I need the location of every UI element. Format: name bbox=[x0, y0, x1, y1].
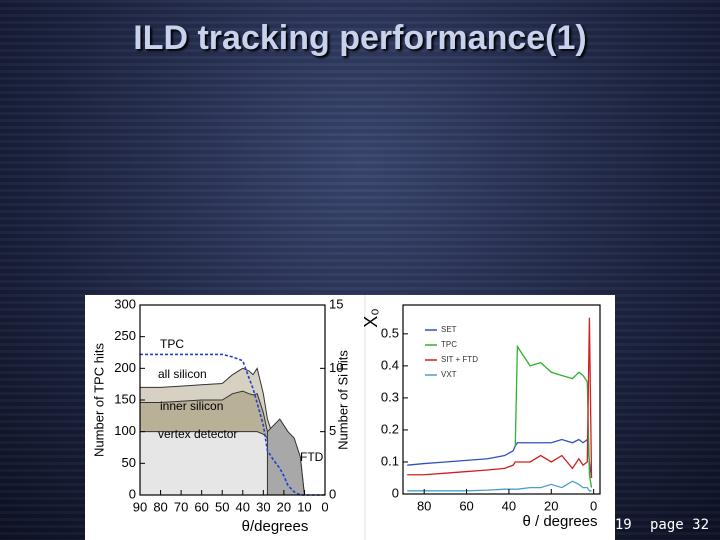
y-axis-label: Number of TPC hits bbox=[91, 343, 106, 457]
y-tick-label: 150 bbox=[114, 391, 136, 406]
series-line bbox=[407, 317, 593, 478]
series-line bbox=[407, 438, 593, 479]
y-axis-label: X₀ bbox=[361, 308, 381, 327]
x-tick-label: 0 bbox=[321, 499, 328, 514]
x-tick-label: 40 bbox=[502, 498, 516, 513]
x-axis-label: θ/degrees bbox=[242, 518, 309, 535]
legend-label: VXT bbox=[441, 370, 457, 379]
x-tick-label: 20 bbox=[277, 499, 291, 514]
y-tick-label: 0.5 bbox=[381, 325, 399, 340]
y-tick-label: 250 bbox=[114, 328, 136, 343]
x-tick-label: 80 bbox=[153, 499, 167, 514]
series-label: inner silicon bbox=[160, 399, 223, 413]
series-line bbox=[140, 353, 325, 496]
legend-label: SET bbox=[441, 325, 457, 334]
y2-tick-label: 15 bbox=[329, 296, 343, 311]
y-tick-label: 0.3 bbox=[381, 389, 399, 404]
series-label: TPC bbox=[160, 337, 184, 351]
x-tick-label: 40 bbox=[236, 499, 250, 514]
x-axis-label: θ / degrees bbox=[522, 513, 597, 530]
legend-label: SIT + FTD bbox=[441, 355, 478, 364]
x-tick-label: 60 bbox=[194, 499, 208, 514]
y-tick-label: 300 bbox=[114, 296, 136, 311]
x-tick-label: 20 bbox=[544, 498, 558, 513]
y-tick-label: 100 bbox=[114, 423, 136, 438]
y-tick-label: 0 bbox=[129, 486, 136, 501]
y2-tick-label: 5 bbox=[329, 423, 336, 438]
x-tick-label: 70 bbox=[174, 499, 188, 514]
x-tick-label: 30 bbox=[256, 499, 270, 514]
y-tick-label: 0 bbox=[392, 485, 399, 500]
y-tick-label: 50 bbox=[122, 455, 136, 470]
series-label: all silicon bbox=[158, 367, 207, 381]
x-tick-label: 50 bbox=[215, 499, 229, 514]
slide-title: ILD tracking performance(1) bbox=[133, 19, 586, 57]
series-label: vertex detector bbox=[158, 427, 237, 441]
y2-tick-label: 0 bbox=[329, 486, 336, 501]
y-tick-label: 200 bbox=[114, 360, 136, 375]
y-tick-label: 0.1 bbox=[381, 453, 399, 468]
y2-axis-label: Number of Si hits bbox=[335, 350, 350, 450]
y-tick-label: 0.2 bbox=[381, 421, 399, 436]
x-tick-label: 60 bbox=[459, 498, 473, 513]
x-tick-label: 10 bbox=[297, 499, 311, 514]
legend-label: TPC bbox=[441, 340, 457, 349]
x-tick-label: 80 bbox=[417, 498, 431, 513]
series-label: FTD bbox=[300, 450, 324, 464]
y2-tick-label: 10 bbox=[329, 360, 343, 375]
x-tick-label: 0 bbox=[590, 498, 597, 513]
footer-page: page 32 bbox=[650, 517, 709, 533]
plot-frame bbox=[402, 304, 601, 495]
x-tick-label: 90 bbox=[133, 499, 147, 514]
y-tick-label: 0.4 bbox=[381, 357, 399, 372]
